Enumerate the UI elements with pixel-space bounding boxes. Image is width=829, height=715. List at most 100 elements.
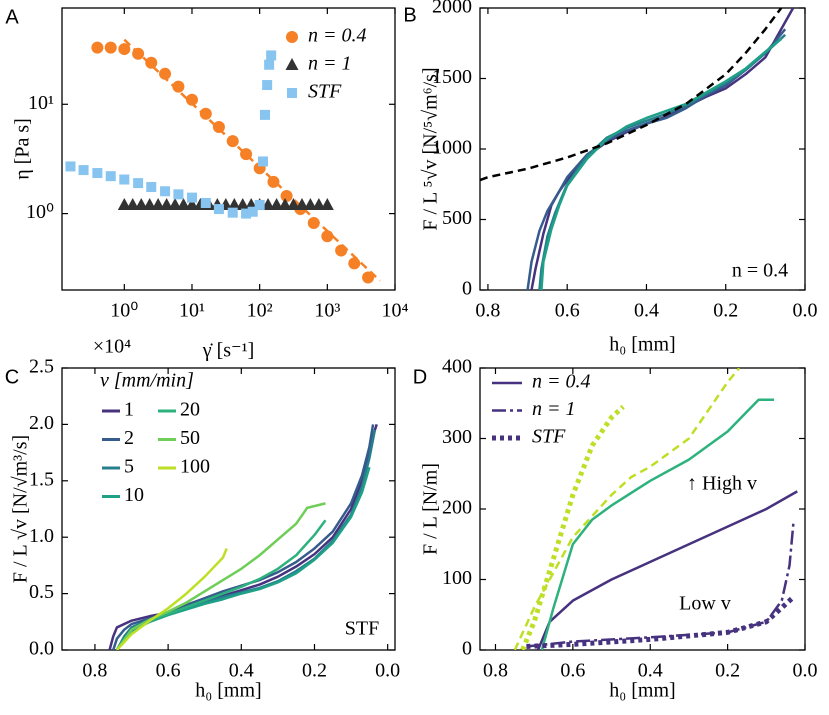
point: [286, 197, 300, 210]
line: [526, 522, 795, 648]
y-tick-label: 10¹: [28, 92, 54, 114]
x-tick-label: 0.6: [555, 300, 580, 322]
legend-label: STF: [532, 426, 566, 448]
point: [91, 41, 104, 54]
y-tick-label: 2000: [432, 0, 472, 18]
plot-area: [480, 8, 795, 290]
point: [303, 197, 317, 210]
legend-label: 1: [124, 399, 134, 421]
y-tick-label: 400: [442, 356, 472, 378]
y-tick-label: 500: [442, 207, 472, 229]
x-tick-label: 10¹: [179, 300, 205, 322]
plot-area: [513, 368, 798, 650]
point: [254, 199, 265, 210]
point: [146, 182, 157, 193]
line: [540, 398, 775, 650]
point: [185, 93, 198, 106]
x-axis-label: h₀ [mm]: [609, 334, 675, 356]
plot-frame: [61, 7, 396, 291]
y-axis-label: η [Pa s]: [12, 118, 34, 180]
plot-area: [65, 38, 381, 284]
panel-label: A: [5, 6, 19, 28]
x-tick-label: 0.0: [793, 660, 818, 682]
legend-label: 20: [180, 399, 200, 421]
legend-marker: [287, 88, 297, 98]
plot-frame: [61, 367, 396, 651]
line: [540, 38, 783, 290]
x-tick-label: 10²: [247, 300, 273, 322]
point: [236, 197, 250, 210]
legend-label: STF: [308, 81, 342, 103]
legend-label: n = 1: [532, 398, 576, 420]
point: [213, 204, 224, 215]
y-tick-label: 0: [462, 638, 472, 660]
point: [280, 189, 293, 202]
point: [133, 178, 144, 189]
point: [270, 197, 284, 210]
line: [115, 548, 228, 650]
point: [119, 174, 130, 185]
x-axis-label: h₀ [mm]: [609, 680, 675, 702]
legend-label: n = 0.4: [532, 371, 591, 393]
line: [520, 404, 625, 650]
x-tick-label: 0.8: [475, 300, 500, 322]
y-tick-label: 100: [442, 567, 472, 589]
point: [104, 41, 117, 54]
legend-label: 5: [124, 456, 134, 478]
panel-label: D: [413, 366, 427, 388]
annotation: Low v: [679, 593, 731, 615]
x-tick-label: 0.0: [375, 660, 400, 682]
point: [226, 135, 239, 148]
point: [159, 67, 172, 80]
y-tick-label: 0.5: [29, 581, 54, 603]
point: [118, 43, 131, 56]
x-tick-label: 0.0: [793, 300, 818, 322]
point: [264, 59, 275, 70]
legend-label: 2: [124, 427, 134, 449]
y-axis-label: F / L √v [N/√m³/s]: [10, 435, 32, 583]
point: [78, 165, 89, 176]
fit-line: [123, 38, 381, 282]
legend-label: n = 1: [308, 53, 352, 75]
y-tick-label: 2.5: [29, 356, 54, 378]
y-axis-label: F / L [N/m]: [420, 463, 442, 555]
point: [160, 197, 174, 210]
plot-area: [108, 424, 378, 650]
point: [227, 207, 238, 218]
x-tick-label: 0.6: [560, 660, 585, 682]
panel-label: B: [403, 4, 416, 26]
point: [151, 197, 165, 210]
y-tick-label: 2.0: [29, 412, 54, 434]
x-tick-label: 10³: [314, 300, 340, 322]
x-tick-label: 0.6: [156, 660, 181, 682]
point: [266, 50, 277, 61]
point: [117, 197, 131, 210]
x-tick-label: 0.8: [483, 660, 508, 682]
line: [526, 28, 787, 290]
point: [335, 244, 348, 257]
point: [145, 56, 158, 69]
x-axis-label: h₀ [mm]: [195, 680, 261, 702]
point: [186, 192, 197, 203]
point: [172, 80, 185, 93]
point: [240, 148, 253, 161]
x-tick-label: 0.2: [715, 660, 740, 682]
legend-marker: [286, 31, 298, 43]
y-tick-label: 1500: [432, 66, 472, 88]
point: [348, 257, 361, 270]
line: [526, 595, 796, 649]
point: [132, 47, 145, 60]
legend-label: 100: [180, 456, 210, 478]
point: [168, 197, 182, 210]
point: [267, 175, 280, 188]
point: [134, 197, 148, 210]
point: [247, 206, 258, 217]
x-tick-label: 0.4: [229, 660, 254, 682]
point: [177, 197, 191, 210]
point: [227, 197, 241, 210]
annotation: n = 0.4: [732, 260, 788, 282]
point: [212, 120, 225, 133]
point: [92, 168, 103, 179]
y-tick-label: 10⁰: [26, 201, 54, 223]
point: [105, 171, 116, 182]
